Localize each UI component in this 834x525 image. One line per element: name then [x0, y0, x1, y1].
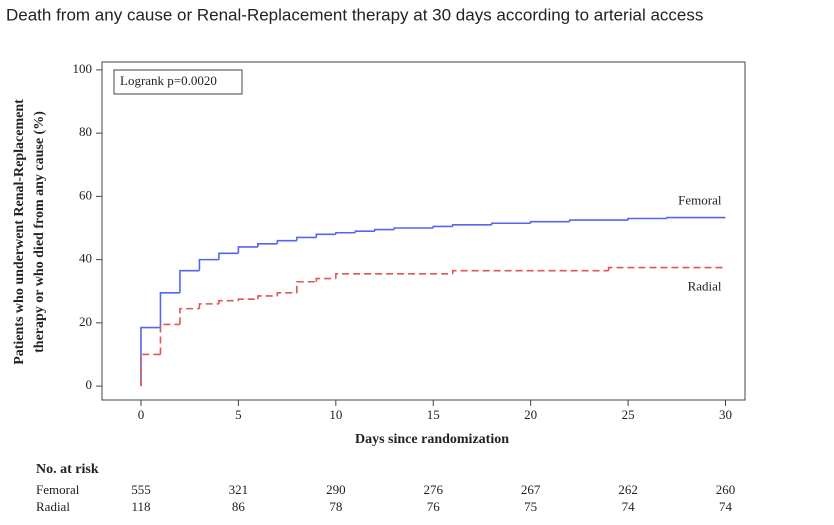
y-axis-label: therapy or who died from any cause (%) — [32, 111, 47, 353]
step-segment — [198, 303, 219, 309]
step-segment — [179, 269, 200, 293]
risk-value: 78 — [329, 499, 342, 514]
step-segment — [335, 231, 356, 235]
step-segment — [451, 224, 492, 227]
step-segment — [179, 307, 200, 325]
x-tick-label: 10 — [329, 407, 342, 422]
step-segment — [237, 246, 258, 254]
risk-value: 74 — [622, 499, 636, 514]
step-segment — [159, 292, 180, 328]
x-tick-label: 15 — [427, 407, 440, 422]
x-axis-label: Days since randomization — [355, 432, 509, 447]
risk-value: 75 — [524, 499, 537, 514]
step-segment — [257, 243, 278, 247]
y-tick-label: 40 — [79, 251, 92, 266]
step-segment — [237, 298, 258, 301]
risk-row-name: Femoral — [36, 482, 80, 497]
step-segment — [393, 227, 434, 230]
step-segment — [627, 217, 668, 221]
y-tick-label: 0 — [86, 377, 93, 392]
y-tick-label: 60 — [79, 187, 92, 202]
step-segment — [296, 236, 317, 241]
x-tick-label: 25 — [622, 407, 635, 422]
annotation-box — [113, 69, 243, 95]
y-tick-label: 80 — [79, 124, 92, 139]
step-segment — [354, 230, 375, 233]
x-tick-label: 0 — [138, 407, 145, 422]
step-segment — [666, 216, 726, 219]
risk-value: 86 — [232, 499, 246, 514]
step-segment — [607, 266, 726, 271]
risk-value: 118 — [131, 499, 150, 514]
y-axis-label: Patients who underwent Renal-Replacement — [12, 99, 27, 365]
step-segment — [315, 233, 336, 238]
step-segment — [529, 220, 570, 224]
step-segment — [568, 219, 629, 222]
step-segment — [296, 280, 317, 293]
risk-table-title: No. at risk — [36, 462, 99, 477]
plot-frame — [101, 61, 746, 401]
step-segment — [335, 273, 453, 279]
step-segment — [198, 258, 219, 271]
x-tick-label: 30 — [719, 407, 732, 422]
risk-value: 321 — [229, 482, 249, 497]
risk-value: 267 — [521, 482, 541, 497]
series-label: Femoral — [678, 193, 722, 208]
risk-value: 260 — [716, 482, 736, 497]
step-segment — [218, 299, 239, 304]
step-segment — [257, 295, 278, 300]
step-segment — [140, 326, 161, 387]
risk-value: 290 — [326, 482, 346, 497]
x-tick-label: 20 — [524, 407, 537, 422]
step-segment — [276, 292, 297, 296]
risk-value: 555 — [131, 482, 151, 497]
chart-title: Death from any cause or Renal-Replacemen… — [6, 5, 703, 24]
risk-value: 276 — [423, 482, 443, 497]
risk-value: 262 — [618, 482, 638, 497]
y-tick-label: 100 — [73, 61, 93, 76]
risk-value: 76 — [427, 499, 441, 514]
step-segment — [159, 323, 180, 355]
series-label: Radial — [688, 279, 722, 294]
risk-row-name: Radial — [36, 499, 70, 514]
risk-value: 74 — [719, 499, 733, 514]
y-tick-label: 20 — [79, 314, 92, 329]
step-segment — [218, 252, 239, 260]
step-segment — [315, 277, 336, 282]
step-segment — [373, 228, 395, 232]
x-tick-label: 5 — [235, 407, 242, 422]
step-segment — [451, 269, 609, 274]
step-segment — [432, 225, 453, 228]
step-segment — [276, 239, 297, 244]
annotation: Logrank p=0.0020 — [120, 73, 217, 88]
step-segment — [140, 353, 161, 387]
step-segment — [490, 222, 531, 225]
